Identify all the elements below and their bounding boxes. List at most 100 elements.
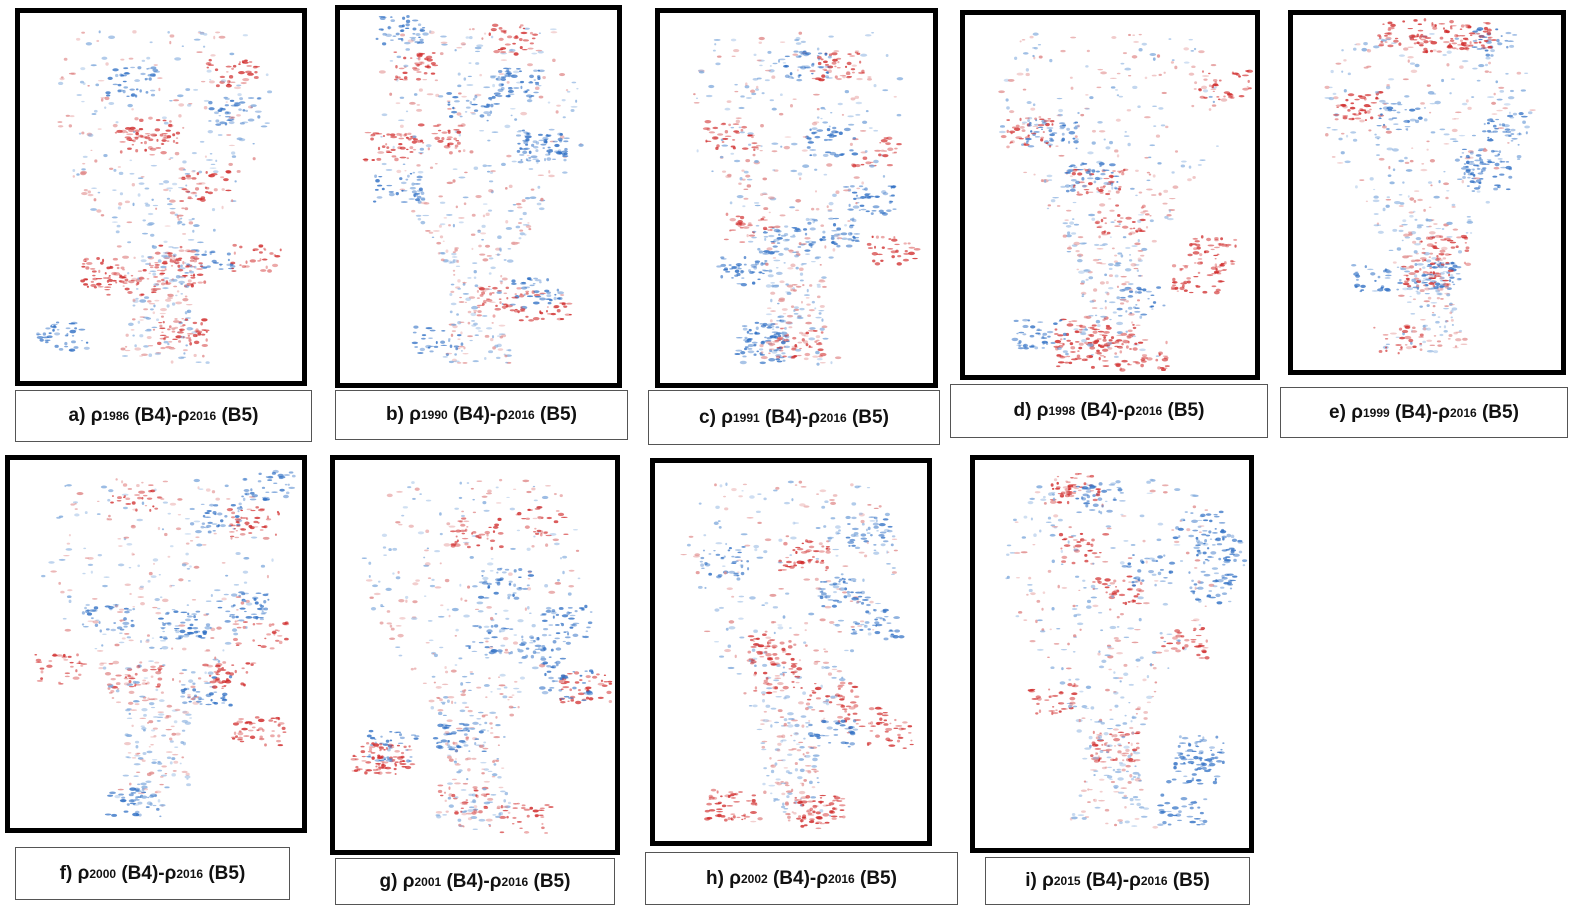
map-pixel bbox=[1041, 129, 1043, 130]
map-pixel bbox=[789, 206, 795, 208]
map-pixel bbox=[418, 23, 421, 26]
map-pixel bbox=[765, 263, 768, 266]
map-pixel bbox=[159, 273, 164, 276]
map-pixel bbox=[1379, 158, 1385, 161]
map-pixel bbox=[811, 241, 816, 243]
map-pixel bbox=[451, 334, 453, 337]
map-pixel bbox=[833, 234, 839, 237]
map-pixel bbox=[1524, 125, 1530, 128]
map-pixel bbox=[155, 689, 158, 691]
map-pixel bbox=[147, 336, 152, 339]
map-pixel bbox=[116, 682, 121, 685]
map-pixel bbox=[1000, 125, 1005, 128]
map-pixel bbox=[1048, 179, 1052, 181]
map-pixel bbox=[161, 316, 164, 318]
map-pixel bbox=[1248, 87, 1252, 89]
map-pixel bbox=[1422, 341, 1426, 344]
map-pixel bbox=[382, 163, 387, 165]
map-pixel bbox=[1467, 26, 1471, 29]
map-pixel bbox=[158, 259, 162, 263]
map-pixel bbox=[239, 61, 241, 62]
map-pixel bbox=[109, 266, 113, 269]
map-pixel bbox=[176, 132, 180, 135]
map-pixel bbox=[151, 761, 156, 764]
map-pixel bbox=[1213, 79, 1218, 82]
map-pixel bbox=[132, 509, 138, 511]
map-pixel bbox=[405, 179, 408, 181]
map-pixel bbox=[1036, 128, 1038, 129]
map-pixel bbox=[215, 160, 217, 162]
map-pixel bbox=[1457, 179, 1462, 180]
map-pixel bbox=[1116, 322, 1123, 325]
map-pixel bbox=[160, 313, 166, 314]
map-pixel bbox=[167, 343, 169, 346]
map-pixel bbox=[1360, 290, 1363, 292]
map-pixel bbox=[238, 619, 244, 621]
map-pixel bbox=[1466, 232, 1469, 233]
map-pixel bbox=[424, 72, 428, 74]
map-pixel bbox=[537, 203, 542, 206]
map-pixel bbox=[1117, 154, 1119, 157]
map-pixel bbox=[1128, 330, 1133, 333]
map-pixel bbox=[454, 247, 459, 249]
map-pixel bbox=[1100, 186, 1105, 188]
map-pixel bbox=[1404, 336, 1411, 339]
map-pixel bbox=[185, 553, 188, 556]
map-pixel bbox=[1051, 199, 1056, 202]
map-pixel bbox=[120, 192, 123, 195]
map-pixel bbox=[513, 36, 518, 39]
map-pixel bbox=[796, 37, 801, 40]
map-pixel bbox=[392, 35, 396, 36]
map-pixel bbox=[1356, 43, 1361, 45]
map-pixel bbox=[882, 246, 885, 249]
map-pixel bbox=[203, 280, 206, 284]
map-pixel bbox=[1098, 225, 1103, 228]
map-pixel bbox=[814, 341, 817, 343]
map-pixel bbox=[776, 355, 780, 358]
map-pixel bbox=[1096, 320, 1100, 324]
map-pixel bbox=[527, 99, 532, 102]
map-pixel bbox=[1427, 265, 1432, 266]
map-pixel bbox=[455, 140, 459, 141]
map-pixel bbox=[1430, 345, 1436, 346]
map-pixel bbox=[912, 258, 918, 259]
map-pixel bbox=[154, 300, 159, 302]
map-pixel bbox=[1476, 154, 1482, 157]
map-pixel bbox=[412, 33, 415, 35]
map-pixel bbox=[120, 150, 123, 153]
map-pixel bbox=[156, 119, 161, 121]
map-pixel bbox=[804, 249, 810, 252]
map-pixel bbox=[1367, 110, 1371, 113]
map-pixel bbox=[449, 361, 454, 363]
map-pixel bbox=[798, 32, 802, 35]
map-pixel bbox=[1094, 340, 1100, 343]
map-pixel bbox=[1183, 47, 1189, 50]
map-pixel bbox=[1485, 22, 1490, 24]
map-pixel bbox=[160, 776, 164, 778]
map-pixel bbox=[741, 169, 744, 171]
map-pixel bbox=[777, 360, 783, 362]
map-pixel bbox=[556, 110, 559, 113]
map-pixel bbox=[539, 207, 545, 210]
map-pixel bbox=[1461, 24, 1465, 27]
map-pixel bbox=[1526, 131, 1528, 134]
map-pixel bbox=[453, 270, 455, 272]
map-pixel bbox=[393, 146, 395, 149]
map-pixel bbox=[801, 301, 803, 304]
map-pixel bbox=[887, 147, 893, 151]
map-pixel bbox=[1133, 227, 1135, 229]
map-pixel bbox=[386, 146, 389, 149]
map-pixel bbox=[1104, 273, 1107, 276]
map-pixel bbox=[532, 33, 538, 35]
map-pixel bbox=[768, 235, 774, 237]
map-pixel bbox=[1512, 34, 1517, 36]
map-pixel bbox=[142, 669, 148, 672]
map-pixel bbox=[1214, 272, 1218, 274]
map-pixel bbox=[1524, 73, 1528, 74]
map-pixel bbox=[167, 198, 170, 200]
map-pixel bbox=[1506, 188, 1511, 190]
map-pixel bbox=[1118, 347, 1123, 349]
map-pixel bbox=[1066, 225, 1072, 228]
map-pixel bbox=[148, 345, 153, 346]
map-pixel bbox=[1385, 347, 1387, 349]
